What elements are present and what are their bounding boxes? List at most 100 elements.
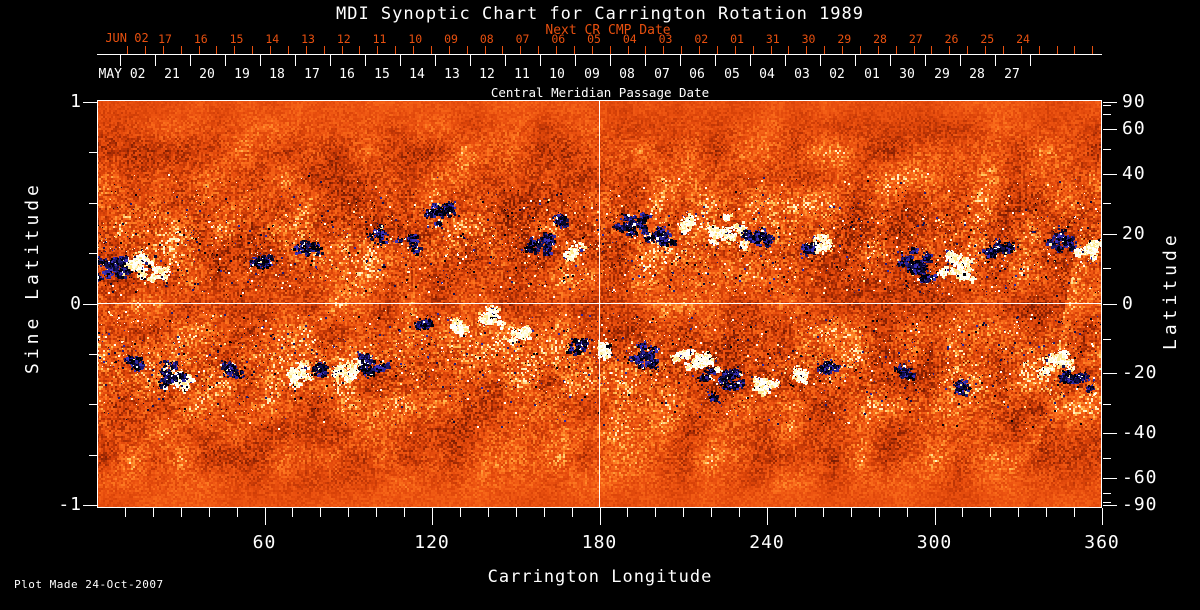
right-axis-title: Latitude	[1160, 231, 1181, 350]
bottom-axis-tick	[488, 508, 489, 517]
bottom-axis-title: Carrington Longitude	[487, 567, 713, 587]
next-cr-tick	[985, 46, 986, 54]
next-cr-tick	[127, 46, 128, 54]
cmp-month-label: MAY 02	[98, 67, 146, 82]
date-label: 30	[801, 32, 816, 46]
date-label: 12	[479, 67, 495, 82]
left-axis-tick	[83, 304, 97, 305]
bottom-axis-tick	[795, 508, 796, 517]
cmp-date-tick	[504, 55, 506, 66]
next-cr-tick	[877, 46, 879, 54]
bottom-axis-tick	[153, 508, 154, 517]
right-axis-tick	[1103, 149, 1111, 150]
next-cr-tick	[484, 46, 486, 54]
bottom-axis-tick	[572, 508, 573, 517]
next-cr-tick	[627, 46, 629, 54]
bottom-axis-tick	[516, 508, 517, 517]
date-label: 10	[408, 32, 423, 46]
right-axis-tick	[1103, 339, 1111, 340]
next-cr-cmp-date-label: Next CR CMP Date	[545, 23, 671, 38]
left-axis-tick	[89, 354, 97, 355]
right-axis-tick	[1103, 493, 1111, 494]
bottom-axis-tick	[237, 508, 238, 517]
date-label: 05	[587, 32, 601, 46]
date-label: 16	[339, 67, 355, 82]
next-cr-tick	[645, 46, 647, 54]
bottom-axis-tick	[1074, 508, 1075, 517]
bottom-axis-tick	[404, 508, 405, 517]
cmp-date-tick	[434, 55, 436, 66]
next-cr-tick	[466, 46, 468, 54]
next-cr-tick	[573, 46, 575, 54]
next-cr-tick	[591, 46, 593, 54]
right-axis-tick	[1103, 102, 1117, 103]
bottom-axis-tick	[823, 508, 824, 517]
right-axis-tick	[1103, 433, 1117, 434]
left-axis-tick	[83, 505, 97, 506]
next-cr-tick	[520, 46, 522, 54]
next-cr-tick	[430, 46, 432, 54]
next-cr-tick	[1038, 46, 1040, 54]
date-label: 10	[549, 67, 565, 82]
bottom-axis-tick	[460, 508, 461, 517]
next-cr-tick	[806, 46, 808, 54]
date-label: 27	[908, 32, 923, 46]
right-axis-tick	[1103, 114, 1111, 115]
cmp-date-tick	[924, 55, 926, 66]
next-cr-tick	[305, 46, 307, 54]
date-label: 07	[654, 67, 670, 82]
bottom-axis-tick-label: 180	[581, 532, 618, 553]
right-axis-tick	[1103, 268, 1111, 269]
cmp-date-tick	[714, 55, 716, 66]
cmp-date-tick	[399, 55, 401, 66]
cmp-date-tick	[574, 55, 576, 66]
next-cr-tick	[931, 46, 933, 54]
date-label: 25	[980, 32, 995, 46]
cmp-date-tick	[224, 55, 226, 66]
bottom-axis-tick	[879, 508, 880, 517]
bottom-axis-tick-label: 60	[252, 532, 277, 553]
left-axis-tick	[89, 455, 97, 456]
date-label: 11	[514, 67, 530, 82]
next-cr-tick	[448, 46, 450, 54]
bottom-axis-tick	[432, 508, 433, 525]
right-axis-tick	[1103, 105, 1111, 106]
next-cr-tick	[1092, 46, 1094, 54]
next-cr-tick	[788, 46, 790, 54]
right-axis-tick-label: 60	[1122, 117, 1146, 139]
cmp-date-tick	[749, 55, 751, 66]
bottom-axis-tick-label: 120	[414, 532, 450, 553]
next-cr-tick	[413, 46, 414, 54]
next-cr-tick	[824, 46, 826, 54]
date-label: 31	[765, 32, 780, 46]
cmp-date-tick	[469, 55, 471, 66]
next-cr-tick	[949, 46, 951, 54]
left-axis-tick	[89, 203, 97, 204]
date-label: 11	[372, 32, 387, 46]
bottom-axis-tick	[600, 508, 601, 525]
date-label: 06	[551, 32, 566, 46]
next-cr-tick	[770, 46, 772, 54]
left-axis-tick	[89, 404, 97, 405]
date-label: 02	[694, 32, 709, 46]
right-axis-tick	[1103, 203, 1111, 204]
cmp-date-tick	[784, 55, 786, 66]
bottom-axis-tick	[851, 508, 852, 517]
bottom-axis-tick	[962, 508, 963, 517]
date-label: 04	[622, 32, 637, 46]
bottom-axis-tick	[1102, 508, 1103, 525]
next-cr-tick	[216, 46, 218, 54]
top-axis-line	[97, 54, 1102, 55]
bottom-axis-tick	[181, 508, 182, 517]
left-axis-title: Sine Latitude	[22, 181, 43, 374]
date-label: 12	[336, 32, 351, 46]
bottom-axis-tick	[209, 508, 210, 517]
date-label: 17	[304, 67, 320, 82]
bottom-axis-tick	[990, 508, 991, 517]
bottom-axis-tick	[739, 508, 740, 517]
right-axis-tick-label: -40	[1122, 422, 1158, 444]
right-axis-tick-label: 40	[1122, 162, 1146, 184]
cmp-date-tick	[329, 55, 331, 66]
cmp-date-tick	[189, 55, 191, 66]
